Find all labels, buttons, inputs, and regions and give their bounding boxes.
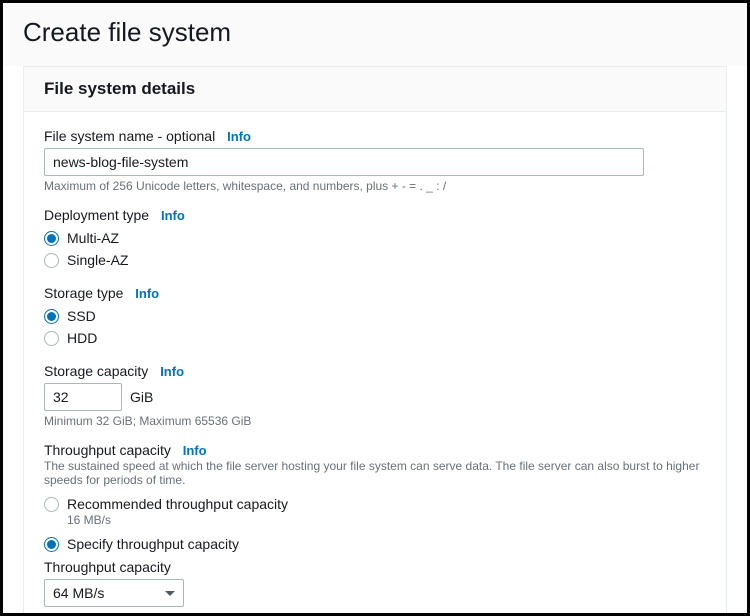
throughput-capacity-group: Throughput capacity Info The sustained s…	[44, 442, 706, 607]
radio-icon	[44, 309, 59, 324]
storage-capacity-input[interactable]	[44, 383, 122, 411]
radio-icon	[44, 331, 59, 346]
storage-capacity-group: Storage capacity Info GiB Minimum 32 GiB…	[44, 363, 706, 428]
storage-capacity-input-row: GiB	[44, 383, 706, 411]
radio-icon	[44, 253, 59, 268]
file-system-name-group: File system name - optional Info Maximum…	[44, 128, 706, 193]
option-label: HDD	[67, 330, 97, 346]
deployment-type-option-single-az[interactable]: Single-AZ	[44, 249, 706, 271]
storage-type-option-ssd[interactable]: SSD	[44, 305, 706, 327]
panel-title: File system details	[44, 79, 706, 99]
deployment-type-label: Deployment type	[44, 207, 149, 223]
panel-header: File system details	[24, 67, 726, 112]
option-label: SSD	[67, 308, 96, 324]
throughput-capacity-label: Throughput capacity	[44, 442, 171, 458]
storage-capacity-unit: GiB	[130, 389, 153, 405]
option-label: Recommended throughput capacity	[67, 496, 288, 512]
storage-type-label-row: Storage type Info	[44, 285, 706, 301]
file-system-name-info-link[interactable]: Info	[227, 129, 251, 144]
throughput-option-recommended[interactable]: Recommended throughput capacity	[44, 493, 706, 515]
deployment-type-group: Deployment type Info Multi-AZ Single-AZ	[44, 207, 706, 271]
option-label: Specify throughput capacity	[67, 536, 239, 552]
radio-icon	[44, 231, 59, 246]
storage-capacity-label-row: Storage capacity Info	[44, 363, 706, 379]
deployment-type-info-link[interactable]: Info	[161, 208, 185, 223]
chevron-down-icon	[165, 591, 175, 596]
file-system-name-input[interactable]	[44, 148, 644, 176]
option-label: Single-AZ	[67, 252, 128, 268]
throughput-option-specify[interactable]: Specify throughput capacity	[44, 533, 706, 555]
page-title: Create file system	[23, 17, 727, 48]
file-system-name-helper: Maximum of 256 Unicode letters, whitespa…	[44, 179, 706, 193]
throughput-select-label: Throughput capacity	[44, 559, 706, 575]
storage-capacity-helper: Minimum 32 GiB; Maximum 65536 GiB	[44, 414, 706, 428]
throughput-capacity-selected-value: 64 MB/s	[53, 585, 104, 601]
radio-icon	[44, 537, 59, 552]
storage-type-option-hdd[interactable]: HDD	[44, 327, 706, 349]
deployment-type-option-multi-az[interactable]: Multi-AZ	[44, 227, 706, 249]
file-system-name-label-row: File system name - optional Info	[44, 128, 706, 144]
storage-type-group: Storage type Info SSD HDD	[44, 285, 706, 349]
throughput-capacity-info-link[interactable]: Info	[183, 443, 207, 458]
throughput-capacity-description: The sustained speed at which the file se…	[44, 459, 706, 487]
panel-body: File system name - optional Info Maximum…	[24, 112, 726, 616]
storage-capacity-info-link[interactable]: Info	[160, 364, 184, 379]
page-header: Create file system	[3, 3, 747, 66]
deployment-type-label-row: Deployment type Info	[44, 207, 706, 223]
file-system-details-panel: File system details File system name - o…	[23, 66, 727, 616]
storage-type-info-link[interactable]: Info	[135, 286, 159, 301]
throughput-option-recommended-sub: 16 MB/s	[67, 513, 706, 527]
storage-capacity-label: Storage capacity	[44, 363, 148, 379]
option-label: Multi-AZ	[67, 230, 119, 246]
throughput-capacity-select[interactable]: 64 MB/s	[44, 579, 184, 607]
file-system-name-label: File system name - optional	[44, 128, 215, 144]
throughput-capacity-label-row: Throughput capacity Info	[44, 442, 706, 458]
create-file-system-page: Create file system File system details F…	[0, 0, 750, 616]
storage-type-label: Storage type	[44, 285, 123, 301]
radio-icon	[44, 497, 59, 512]
